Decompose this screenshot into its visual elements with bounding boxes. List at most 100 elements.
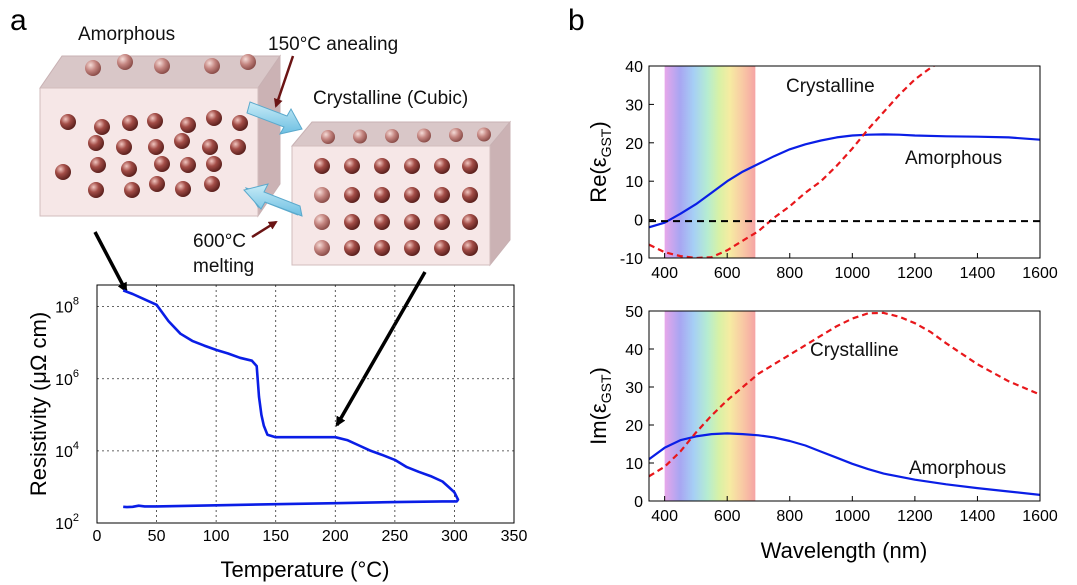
atom (60, 114, 76, 130)
atom (85, 60, 101, 76)
atom (314, 158, 330, 174)
im-eps-crystalline-label: Crystalline (810, 340, 899, 361)
atom (90, 157, 106, 173)
x-tick-label: 1600 (1022, 265, 1058, 282)
y-tick-label: -10 (620, 251, 643, 268)
atom (434, 158, 450, 174)
atom (374, 214, 390, 230)
re-eps-y-axis-sub: GST (598, 128, 614, 157)
resistivity-plot-frame (96, 284, 515, 524)
y-tick-label: 10 (625, 174, 643, 191)
atom (174, 133, 190, 149)
y-tick-label: 108 (55, 296, 79, 317)
atom (204, 58, 220, 74)
crystalline-atoms (314, 127, 491, 256)
y-tick-exponent: 8 (73, 296, 79, 308)
wavelength-x-axis-title: Wavelength (nm) (761, 538, 928, 563)
y-tick-label: 106 (55, 368, 79, 389)
atom (434, 240, 450, 256)
y-tick-label: 40 (625, 59, 643, 76)
x-tick-label: 50 (148, 528, 166, 545)
re-eps-crystalline-label: Crystalline (786, 76, 875, 97)
atom (344, 240, 360, 256)
y-tick-label: 50 (625, 304, 643, 321)
x-tick-label: 350 (501, 528, 528, 545)
atom (240, 54, 256, 70)
y-tick-exponent: 4 (73, 440, 79, 452)
atom (88, 135, 104, 151)
y-tick-label: 20 (625, 136, 643, 153)
atom (314, 187, 330, 203)
x-tick-label: 400 (651, 508, 678, 525)
resistivity-x-axis-title: Temperature (°C) (221, 557, 390, 582)
crystalline-label: Crystalline (Cubic) (313, 88, 468, 109)
atom (180, 117, 196, 133)
im-eps-series (649, 311, 1040, 496)
atom (477, 127, 491, 142)
x-tick-label: 250 (382, 528, 409, 545)
anneal-pointer-arrow (273, 55, 295, 108)
im-eps-y-axis-close: ) (586, 367, 611, 374)
atom (117, 54, 133, 70)
atom (180, 157, 196, 173)
atom (147, 113, 163, 129)
x-tick-label: 100 (203, 528, 230, 545)
im-eps-y-axis-title: Im(εGST) (586, 367, 614, 445)
x-tick-label: 1400 (960, 265, 996, 282)
atom (124, 182, 140, 198)
amorphous-crystal-box (39, 54, 281, 218)
anneal-arrow (246, 101, 303, 135)
x-tick-label: 300 (441, 528, 468, 545)
atom (321, 130, 335, 144)
resistivity-x-ticks: 0 50 100 150 200 250 300 350 (93, 528, 528, 545)
im-eps-x-ticks: 400 600 800 1000 1200 1400 1600 (651, 496, 1058, 525)
re-eps-y-axis-close: ) (586, 121, 611, 128)
atom (88, 182, 104, 198)
melt-pointer-arrow (251, 220, 278, 239)
x-tick-label: 1000 (835, 508, 871, 525)
x-tick-label: 800 (776, 508, 803, 525)
re-eps-chart: 400 600 800 1000 1200 1400 1600 -10 0 10 20 30 40 C… (586, 59, 1058, 282)
resistivity-y-axis-title: Resistivity (μΩ cm) (26, 312, 51, 496)
resistivity-chart: 0 50 100 150 200 250 300 350 102 104 106 108 Tempe… (26, 284, 528, 582)
atom (434, 187, 450, 203)
y-tick-label: 102 (55, 512, 79, 533)
re-eps-x-ticks: 400 600 800 1000 1200 1400 1600 (651, 253, 1058, 282)
y-tick-exponent: 2 (73, 512, 79, 524)
atom (175, 181, 191, 197)
im-eps-y-ticks: 0 10 20 30 40 50 (625, 304, 654, 511)
atom (116, 139, 132, 155)
atom (353, 129, 367, 144)
atom (404, 214, 420, 230)
melt-label-line1: 600°C (193, 231, 246, 252)
amorphous-line (649, 133, 1040, 229)
re-eps-visible-band (664, 66, 756, 258)
atom (94, 119, 110, 135)
re-eps-y-ticks: -10 0 10 20 30 40 (620, 59, 654, 268)
crystalline-line (649, 311, 1040, 478)
atom (149, 176, 165, 192)
atom (344, 214, 360, 230)
x-tick-label: 200 (322, 528, 349, 545)
panel-letter-a: a (10, 4, 27, 37)
atom (122, 115, 138, 131)
atom (462, 187, 478, 203)
y-tick-label: 0 (634, 213, 643, 230)
y-tick-label: 20 (625, 418, 643, 435)
atom (314, 214, 330, 230)
y-tick-label: 0 (634, 494, 643, 511)
atom (374, 187, 390, 203)
x-tick-label: 150 (262, 528, 289, 545)
im-eps-plot-frame (648, 310, 1041, 502)
atom (385, 129, 399, 143)
melt-label-line2: melting (193, 256, 254, 277)
re-eps-y-axis-title: Re(εGST) (586, 121, 614, 202)
re-eps-amorphous-label: Amorphous (905, 148, 1002, 169)
y-tick-label: 30 (625, 380, 643, 397)
atom (232, 115, 248, 131)
atom (202, 139, 218, 155)
y-tick-label: 10 (625, 456, 643, 473)
atom (206, 110, 222, 126)
atom (434, 214, 450, 230)
